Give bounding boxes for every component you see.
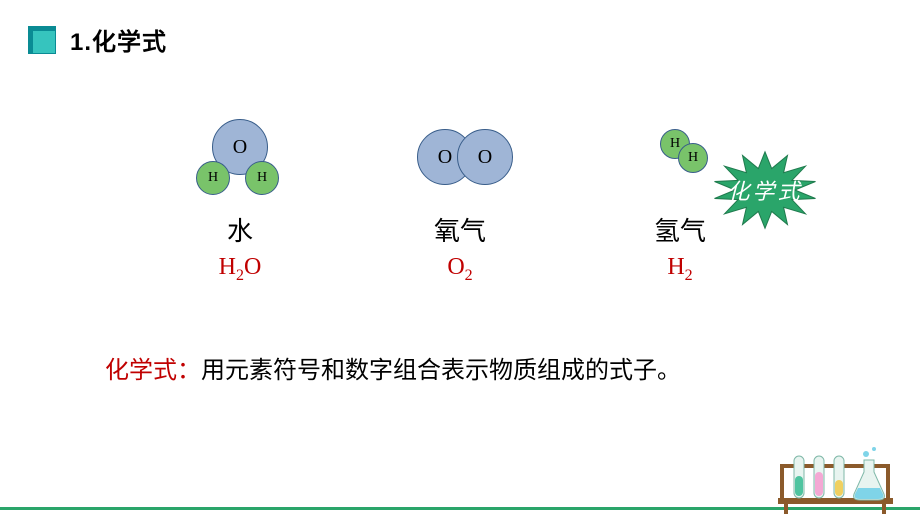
molecule-diagram: OO [395, 112, 525, 207]
burst-callout: 化学式 [700, 145, 830, 235]
molecule-diagram: OHH [175, 112, 305, 207]
burst-label: 化学式 [727, 174, 802, 206]
molecule-name: 氢气 [654, 211, 706, 248]
atom-h: H [245, 161, 279, 195]
molecule-name: 水 [227, 211, 253, 248]
definition-line: 化学式：用元素符号和数字组合表示物质组成的式子。 [0, 350, 920, 385]
molecule-oxygen: OO 氧气 O2 [395, 112, 525, 285]
definition-label: 化学式： [105, 358, 201, 384]
molecule-water: OHH 水 H2O [175, 112, 305, 285]
definition-body: 用元素符号和数字组合表示物质组成的式子。 [201, 358, 681, 384]
molecule-name: 氧气 [434, 211, 486, 248]
bullet-icon-inner [33, 31, 55, 53]
lab-icon [770, 446, 910, 516]
molecule-formula: O2 [447, 254, 472, 285]
section-header: 1.化学式 [0, 0, 920, 57]
molecule-formula: H2O [219, 254, 262, 285]
atom-o: O [457, 129, 513, 185]
atom-h: H [196, 161, 230, 195]
bullet-icon [28, 26, 56, 54]
molecule-formula: H2 [667, 254, 692, 285]
section-title: 1.化学式 [70, 22, 167, 57]
